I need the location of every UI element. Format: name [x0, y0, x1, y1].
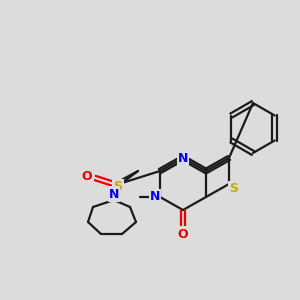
Text: O: O	[82, 170, 92, 184]
Text: N: N	[178, 152, 188, 164]
Text: N: N	[109, 188, 119, 200]
Text: N: N	[150, 190, 160, 203]
Text: S: S	[230, 182, 238, 196]
Text: S: S	[113, 181, 122, 194]
Text: O: O	[178, 227, 188, 241]
